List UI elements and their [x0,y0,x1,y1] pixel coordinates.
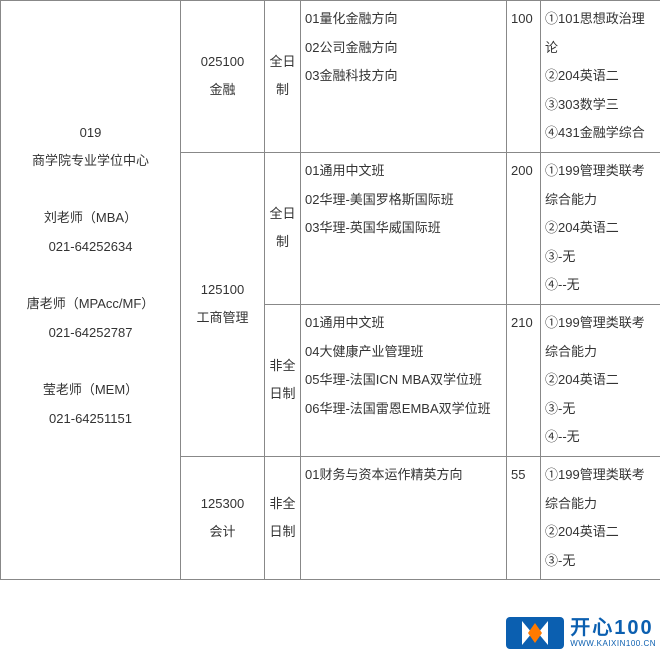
watermark-brand: 开心100 [570,618,656,638]
major-code: 125100 [185,276,260,305]
text-line: ①101思想政治理论 [545,5,656,62]
text-line: ④--无 [545,271,656,300]
quota-cell: 100 [507,1,541,153]
mode-cell: 非全日制 [265,456,301,579]
text-line: ①199管理类联考综合能力 [545,309,656,366]
watermark-url: WWW.KAIXIN100.CN [570,640,656,648]
contact-name: 刘老师（MBA） [5,204,176,233]
text-line: ③-无 [545,395,656,424]
contact-phone: 021-64251151 [5,405,176,434]
contact-phone: 021-64252787 [5,319,176,348]
department-cell: 019商学院专业学位中心 刘老师（MBA）021-64252634 唐老师（MP… [1,1,181,580]
exams-cell: ①199管理类联考综合能力②204英语二③-无④--无 [541,152,660,304]
text-line: ④431金融学综合 [545,119,656,148]
table-row: 019商学院专业学位中心 刘老师（MBA）021-64252634 唐老师（MP… [1,1,660,153]
text-line: ②204英语二 [545,62,656,91]
exams-cell: ①199管理类联考综合能力②204英语二③-无④--无 [541,304,660,456]
text-line: 01通用中文班 [305,157,502,186]
quota-cell: 55 [507,456,541,579]
contact-phone: 021-64252634 [5,233,176,262]
text-line: ③303数学三 [545,91,656,120]
watermark: 开心100 WWW.KAIXIN100.CN [506,613,656,653]
text-line: 01量化金融方向 [305,5,502,34]
text-line: ①199管理类联考综合能力 [545,461,656,518]
watermark-logo [506,613,564,653]
text-line: 03金融科技方向 [305,62,502,91]
text-line: ②204英语二 [545,366,656,395]
text-line: ②204英语二 [545,214,656,243]
major-cell: 125100工商管理 [181,152,265,456]
text-line: 05华理-法国ICN MBA双学位班 [305,366,502,395]
directions-cell: 01量化金融方向02公司金融方向03金融科技方向 [301,1,507,153]
text-line: 02公司金融方向 [305,34,502,63]
major-cell: 025100金融 [181,1,265,153]
text-line: ①199管理类联考综合能力 [545,157,656,214]
mode-cell: 全日制 [265,1,301,153]
mode-cell: 全日制 [265,152,301,304]
text-line: ③-无 [545,243,656,272]
text-line: 02华理-美国罗格斯国际班 [305,186,502,215]
dept-name: 商学院专业学位中心 [5,147,176,176]
admissions-table: 019商学院专业学位中心 刘老师（MBA）021-64252634 唐老师（MP… [0,0,660,580]
text-line: 03华理-英国华威国际班 [305,214,502,243]
text-line: 01财务与资本运作精英方向 [305,461,502,490]
major-code: 025100 [185,48,260,77]
dept-code: 019 [5,119,176,148]
major-name: 工商管理 [185,304,260,333]
major-name: 金融 [185,76,260,105]
major-cell: 125300会计 [181,456,265,579]
major-code: 125300 [185,490,260,519]
contact-name: 唐老师（MPAcc/MF） [5,290,176,319]
text-line: ④--无 [545,423,656,452]
text-line: ③-无 [545,547,656,576]
exams-cell: ①199管理类联考综合能力②204英语二③-无 [541,456,660,579]
directions-cell: 01通用中文班04大健康产业管理班05华理-法国ICN MBA双学位班06华理-… [301,304,507,456]
quota-cell: 200 [507,152,541,304]
text-line: 04大健康产业管理班 [305,338,502,367]
contact-name: 莹老师（MEM） [5,376,176,405]
directions-cell: 01财务与资本运作精英方向 [301,456,507,579]
text-line: ②204英语二 [545,518,656,547]
exams-cell: ①101思想政治理论②204英语二③303数学三④431金融学综合 [541,1,660,153]
major-name: 会计 [185,518,260,547]
mode-cell: 非全日制 [265,304,301,456]
quota-cell: 210 [507,304,541,456]
directions-cell: 01通用中文班02华理-美国罗格斯国际班03华理-英国华威国际班 [301,152,507,304]
text-line: 06华理-法国雷恩EMBA双学位班 [305,395,502,424]
text-line: 01通用中文班 [305,309,502,338]
